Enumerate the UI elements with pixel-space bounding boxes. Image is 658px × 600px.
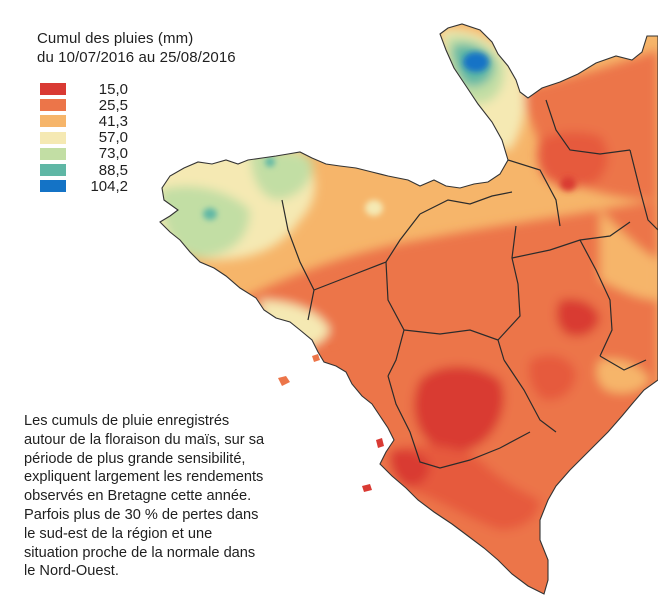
legend-swatch <box>40 99 66 112</box>
map-title: Cumul des pluies (mm) du 10/07/2016 au 2… <box>37 29 236 67</box>
legend-item: 15,0 <box>40 80 128 98</box>
legend-item: 88,5 <box>40 161 128 179</box>
caption-line: expliquent largement les rendements <box>24 469 264 486</box>
legend-swatch <box>40 131 66 144</box>
caption-line: Les cumuls de pluie enregistrés <box>24 413 230 429</box>
caption-line: autour de la floraison du maïs, sur sa <box>24 431 265 448</box>
legend-swatch <box>40 83 66 96</box>
caption-line: Parfois plus de 30 % de pertes dans <box>24 506 259 523</box>
legend-swatch <box>40 115 66 128</box>
islands <box>278 344 384 492</box>
legend-label: 15,0 <box>98 80 128 98</box>
legend-label: 73,0 <box>98 145 128 163</box>
map-caption: Les cumuls de pluie enregistrés autour d… <box>24 412 344 581</box>
caption-line: situation proche de la normale dans <box>24 544 256 561</box>
legend-item: 73,0 <box>40 145 128 163</box>
map-legend: 15,0 25,5 41,3 57,0 73,0 88,5 104,2 <box>40 80 128 195</box>
department-boundaries <box>281 99 658 469</box>
legend-item: 57,0 <box>40 129 128 147</box>
legend-label: 104,2 <box>90 177 128 195</box>
map-title-line2: du 10/07/2016 au 25/08/2016 <box>37 49 236 66</box>
legend-swatch <box>40 180 66 193</box>
legend-item: 104,2 <box>40 177 128 195</box>
legend-item: 25,5 <box>40 96 128 114</box>
caption-line: le Nord-Ouest. <box>24 563 119 580</box>
caption-line: observés en Bretagne cette année. <box>24 488 252 505</box>
legend-swatch <box>40 164 66 177</box>
legend-swatch <box>40 147 66 160</box>
legend-label: 25,5 <box>98 96 128 114</box>
caption-line: le sud-est de la région et une <box>24 525 213 542</box>
legend-label: 57,0 <box>98 129 128 147</box>
legend-label: 88,5 <box>98 161 128 179</box>
caption-line: période de plus grande sensibilité, <box>24 450 246 467</box>
legend-item: 41,3 <box>40 112 128 130</box>
legend-label: 41,3 <box>98 112 128 130</box>
map-title-line1: Cumul des pluies (mm) <box>37 30 194 47</box>
